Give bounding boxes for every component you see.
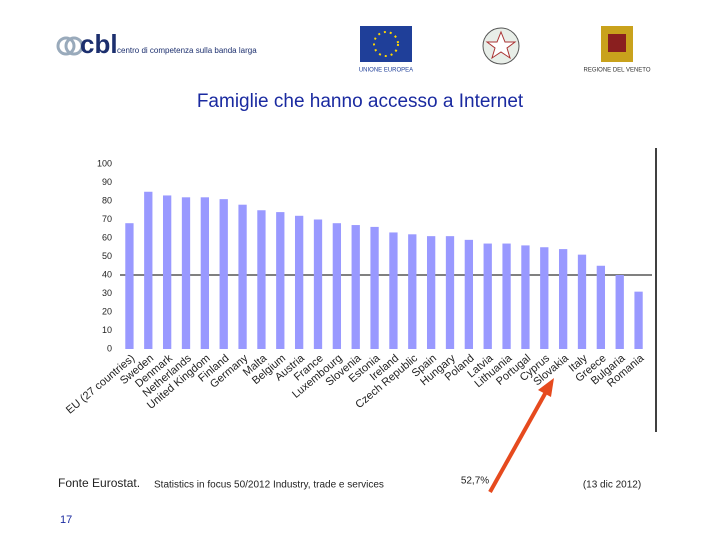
bar xyxy=(408,234,417,349)
logo-subtitle: centro di competenza sulla banda larga xyxy=(117,46,257,55)
bar xyxy=(294,215,304,349)
italy-emblem xyxy=(482,27,520,65)
bar xyxy=(257,210,266,349)
y-tick-label: 0 xyxy=(107,343,112,353)
bar xyxy=(313,219,323,349)
eu-label: UNIONE EUROPEA xyxy=(359,68,413,74)
bar xyxy=(125,223,134,349)
y-tick-label: 70 xyxy=(102,214,112,224)
bar xyxy=(370,226,379,349)
bar xyxy=(596,265,606,349)
date: (13 dic 2012) xyxy=(583,480,641,491)
source: Fonte Eurostat. xyxy=(58,476,140,490)
veneto-logo: REGIONE DEL VENETO xyxy=(583,26,651,74)
bar xyxy=(389,232,398,349)
bar xyxy=(445,236,455,349)
bar xyxy=(200,197,210,349)
logo-text: cbl xyxy=(80,29,118,59)
bar xyxy=(238,204,247,349)
cbl-logo: cbl centro di competenza sulla banda lar… xyxy=(56,29,257,59)
bar xyxy=(144,191,153,349)
source-detail: Statistics in focus 50/2012 Industry, tr… xyxy=(154,480,384,491)
y-tick-label: 100 xyxy=(97,158,112,168)
annotation-arrow xyxy=(488,391,548,493)
bar xyxy=(276,212,285,349)
y-tick-label: 80 xyxy=(102,195,112,205)
bar xyxy=(162,195,172,349)
eu-stars xyxy=(373,31,399,57)
eu-logo: UNIONE EUROPEA xyxy=(359,26,413,74)
bar xyxy=(521,245,530,349)
arrow-head xyxy=(538,378,554,397)
y-tick-label: 90 xyxy=(102,177,112,187)
y-tick-label: 30 xyxy=(102,288,112,298)
bar xyxy=(577,254,587,349)
bar xyxy=(615,275,624,349)
page-number: 17 xyxy=(60,514,72,526)
emblem-star xyxy=(485,30,517,60)
bar xyxy=(464,239,474,349)
y-tick-label: 60 xyxy=(102,232,112,242)
bar xyxy=(332,223,342,349)
bar xyxy=(540,247,549,349)
bar xyxy=(502,243,511,349)
bar xyxy=(634,291,643,349)
bar xyxy=(483,243,492,349)
bar xyxy=(219,199,228,349)
y-tick-label: 50 xyxy=(102,251,112,261)
veneto-lion xyxy=(608,34,626,52)
annotation: 52,7% xyxy=(461,476,489,487)
y-tick-label: 20 xyxy=(102,306,112,316)
y-tick-label: 40 xyxy=(102,269,112,279)
bar xyxy=(426,236,436,349)
y-tick-label: 10 xyxy=(102,325,112,335)
region-label: REGIONE DEL VENETO xyxy=(583,68,650,74)
logo-ring xyxy=(56,36,76,56)
bar xyxy=(351,225,360,349)
logo-ring xyxy=(64,36,84,56)
bar xyxy=(558,249,568,349)
chart-title: Famiglie che hanno accesso a Internet xyxy=(197,91,524,112)
bar xyxy=(181,197,191,349)
